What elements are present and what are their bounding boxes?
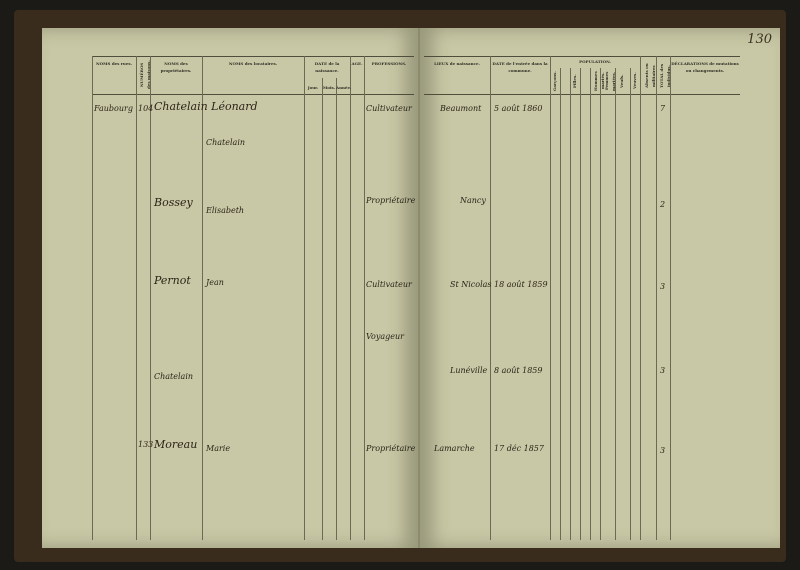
entry-birthplace: Nancy (460, 196, 486, 205)
entry-birthplace: Lunéville (450, 366, 488, 375)
header-age: AGE. (351, 61, 363, 66)
right-page: 130 LIEUX de naissance. DATE de l'entrée… (420, 28, 780, 548)
entry-total: 2 (660, 200, 666, 209)
header-population: POPULATION. (579, 59, 611, 64)
entry-entry-date: 5 août 1860 (494, 104, 543, 113)
header-professions: PROFESSIONS. (371, 61, 407, 66)
header-widowers: Veufs. (619, 74, 624, 88)
entry-number: 133 (138, 440, 154, 449)
header-absents: Absents ou militaires (644, 63, 656, 89)
entry-profession: Propriétaire (366, 444, 416, 453)
header-tenants: NOMS des locataires. (228, 61, 278, 66)
entry-entry-date: 18 août 1859 (494, 280, 548, 289)
header-owners: NOMS des propriétaires. (160, 61, 192, 73)
left-page: NOMS des rues. NUMÉROS des maisons. NOMS… (42, 28, 420, 548)
entry-total: 7 (660, 104, 666, 113)
entry-profession: Voyageur (366, 332, 404, 341)
entry-birthplace: Beaumont (440, 104, 482, 113)
entry-owner: Pernot (154, 274, 191, 287)
header-entry-date: DATE de l'entrée dans la commune. (492, 61, 548, 73)
entry-tenant: Marie (206, 444, 231, 453)
entry-total: 3 (660, 282, 666, 291)
header-day: Jour. (307, 85, 319, 90)
entry-tenant: Chatelain (154, 372, 194, 381)
entry-total: 3 (660, 366, 666, 375)
header-married-women: Femmes mariées. (604, 71, 616, 91)
entry-profession: Propriétaire (366, 196, 416, 205)
entry-number: 104 (138, 104, 154, 113)
register-book: NOMS des rues. NUMÉROS des maisons. NOMS… (14, 10, 786, 562)
page-number: 130 (747, 32, 772, 47)
entry-tenant: Elisabeth (206, 206, 245, 215)
header-boys: Garçons. (552, 71, 557, 91)
entry-total: 3 (660, 446, 666, 455)
header-birthplace: LIEUX de naissance. (434, 61, 480, 66)
header-month: Mois. (322, 85, 336, 90)
header-declarations: DÉCLARATIONS de mutations ou changements… (671, 61, 739, 73)
entry-owner: Bossey (154, 196, 193, 209)
entry-birthplace: Lamarche (434, 444, 475, 453)
entry-profession: Cultivateur (366, 104, 412, 113)
header-year: Année. (336, 85, 352, 90)
entry-owner: Chatelain Léonard (154, 100, 258, 113)
header-birth-date: DATE de la naissance. (314, 61, 340, 73)
header-girls: Filles. (572, 74, 577, 88)
entry-entry-date: 17 déc 1857 (494, 444, 544, 453)
entry-owner: Moreau (154, 438, 198, 451)
entry-profession: Cultivateur (366, 280, 412, 289)
entry-tenant: Chatelain (206, 138, 246, 147)
header-widows: Veuves. (632, 72, 637, 90)
header-streets: NOMS des rues. (95, 61, 133, 66)
entry-birthplace: St Nicolas (450, 280, 492, 289)
entry-tenant: Jean (206, 278, 224, 287)
entry-street: Faubourg (94, 104, 133, 113)
entry-entry-date: 8 août 1859 (494, 366, 543, 375)
